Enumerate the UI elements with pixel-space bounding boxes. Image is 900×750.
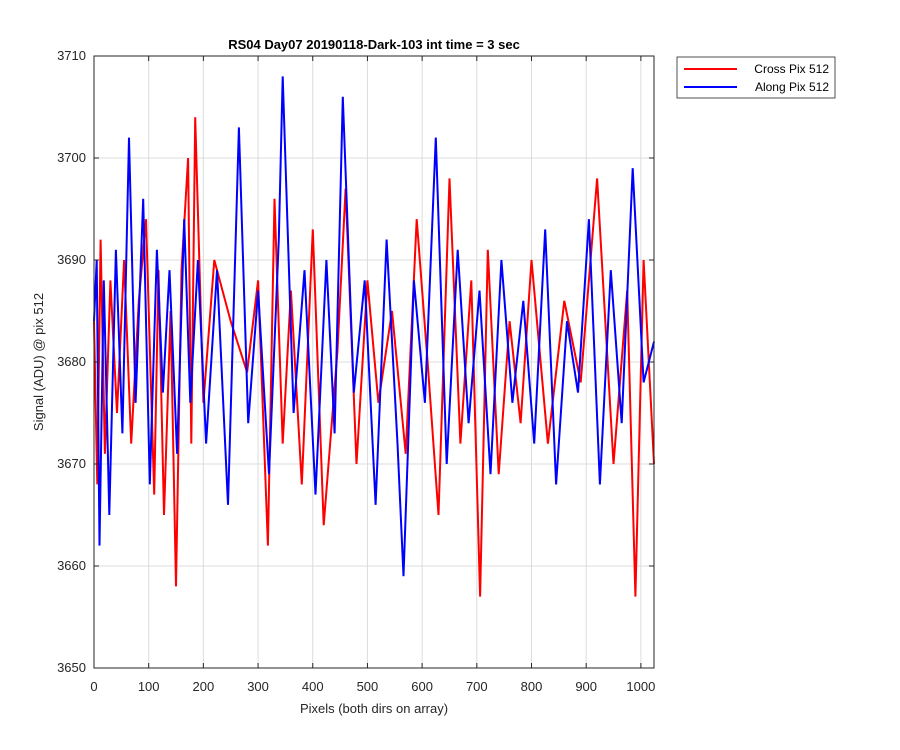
y-tick-label: 3700 bbox=[57, 150, 86, 165]
x-tick-label: 500 bbox=[357, 679, 379, 694]
legend-entry-along: Along Pix 512 bbox=[755, 80, 829, 94]
legend: Cross Pix 512 Along Pix 512 bbox=[676, 56, 836, 99]
x-tick-label: 0 bbox=[90, 679, 97, 694]
y-tick-label: 3710 bbox=[57, 48, 86, 63]
y-axis-label: Signal (ADU) @ pix 512 bbox=[31, 293, 46, 431]
x-tick-label: 300 bbox=[247, 679, 269, 694]
x-tick-label: 400 bbox=[302, 679, 324, 694]
y-tick-label: 3660 bbox=[57, 558, 86, 573]
x-tick-label: 1000 bbox=[626, 679, 655, 694]
x-tick-label: 200 bbox=[193, 679, 215, 694]
y-tick-label: 3670 bbox=[57, 456, 86, 471]
x-axis-label: Pixels (both dirs on array) bbox=[300, 701, 448, 716]
series-layer bbox=[93, 76, 655, 597]
legend-entry-cross: Cross Pix 512 bbox=[754, 62, 829, 76]
ticks: 0 100 200 300 400 500 600 700 800 900 1000 3650 3660… bbox=[57, 48, 655, 694]
x-tick-label: 700 bbox=[466, 679, 488, 694]
y-tick-label: 3680 bbox=[57, 354, 86, 369]
x-tick-label: 600 bbox=[411, 679, 433, 694]
y-tick-label: 3690 bbox=[57, 252, 86, 267]
chart-title: RS04 Day07 20190118-Dark-103 int time = … bbox=[228, 37, 520, 52]
series-line-along-pix-512 bbox=[93, 76, 655, 577]
x-tick-label: 900 bbox=[575, 679, 597, 694]
x-tick-label: 800 bbox=[521, 679, 543, 694]
legend-box bbox=[676, 56, 836, 99]
y-tick-label: 3650 bbox=[57, 660, 86, 675]
x-tick-label: 100 bbox=[138, 679, 160, 694]
